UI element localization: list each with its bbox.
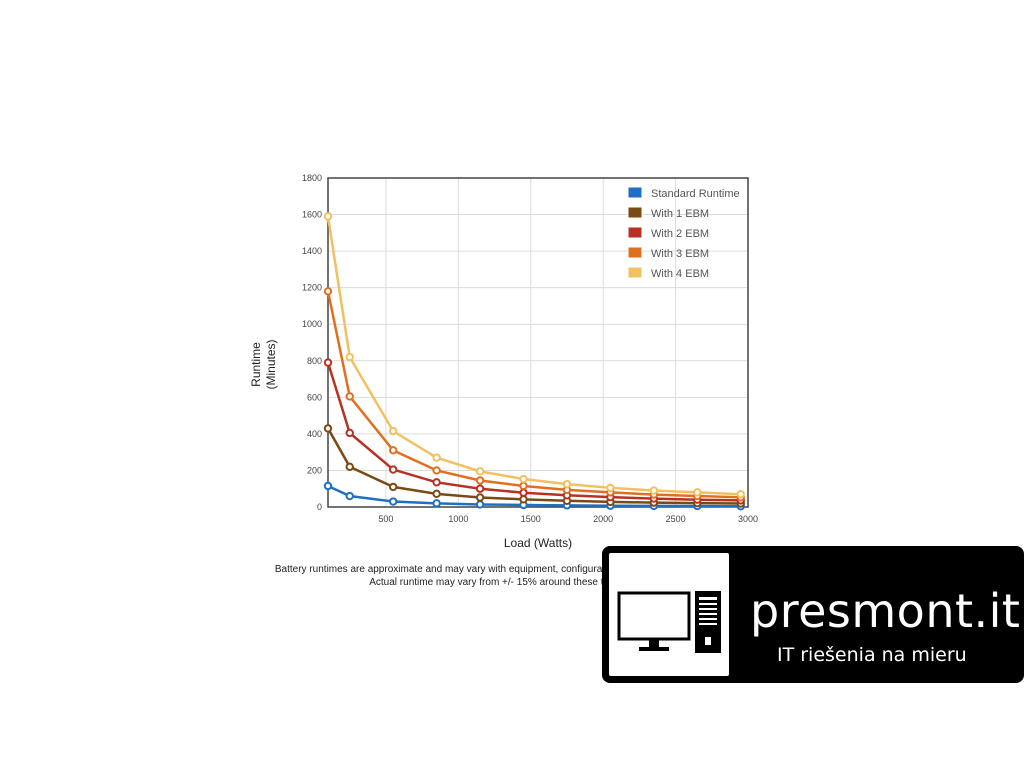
data-point <box>432 453 441 462</box>
data-point <box>475 493 485 502</box>
data-point <box>519 474 528 484</box>
legend-swatch <box>627 206 643 219</box>
data-point <box>606 483 615 493</box>
data-point <box>345 352 354 362</box>
data-point <box>562 479 572 489</box>
x-tick-label: 2500 <box>666 514 686 524</box>
data-point <box>323 212 333 221</box>
chart-series <box>323 212 745 511</box>
data-point <box>323 481 333 491</box>
data-point <box>519 488 528 497</box>
y-axis-title-line1: Runtime <box>249 342 263 387</box>
data-point <box>388 446 398 455</box>
legend-label: With 2 EBM <box>651 228 709 240</box>
y-tick-label: 1200 <box>302 283 322 293</box>
data-point <box>432 499 441 508</box>
data-point <box>345 491 354 501</box>
data-point <box>475 500 485 509</box>
y-tick-label: 200 <box>307 465 322 475</box>
axis-ticks: 0 200 400 600 800 1000 1200 1400 1600 1800 500 1000… <box>302 173 758 524</box>
legend-label: With 4 EBM <box>651 268 709 280</box>
legend-label: Standard Runtime <box>651 188 740 200</box>
legend-item: With 4 EBM <box>627 266 709 280</box>
x-tick-label: 500 <box>378 514 393 524</box>
plot-area-frame <box>327 177 749 508</box>
data-point <box>475 484 485 493</box>
legend-swatch <box>627 266 643 279</box>
logo-subtitle: IT riešenia na mieru <box>777 644 967 666</box>
y-tick-label: 600 <box>307 392 322 402</box>
legend-item: Standard Runtime <box>627 186 740 200</box>
data-point <box>736 490 745 499</box>
presmont-logo-banner: presmont.it IT riešenia na mieru <box>602 546 1024 683</box>
data-point <box>345 462 354 471</box>
y-tick-label: 800 <box>307 356 322 366</box>
data-point <box>432 478 441 487</box>
series-with-3-ebm <box>323 287 745 502</box>
data-point <box>475 476 485 485</box>
data-point <box>519 481 528 491</box>
logo-icon-panel <box>609 553 729 676</box>
x-tick-label: 1000 <box>448 514 468 524</box>
data-point <box>323 358 333 367</box>
y-tick-label: 400 <box>307 429 322 439</box>
logo-title: presmont.it <box>750 584 1021 638</box>
runtime-disclaimer-line1: Battery runtimes are approximate and may… <box>274 564 756 575</box>
data-point <box>323 287 333 296</box>
data-point <box>432 489 441 499</box>
data-point <box>388 497 398 506</box>
data-point <box>519 495 528 504</box>
data-point <box>475 467 485 476</box>
series-with-2-ebm <box>323 358 745 505</box>
data-point <box>388 465 398 474</box>
data-point <box>388 426 398 436</box>
legend-swatch <box>627 226 643 239</box>
y-tick-label: 1600 <box>302 210 322 220</box>
y-tick-label: 1000 <box>302 319 322 329</box>
y-tick-label: 1400 <box>302 246 322 256</box>
data-point <box>432 466 441 475</box>
computer-icon <box>617 591 721 653</box>
y-tick-label: 0 <box>317 502 322 512</box>
chart-legend: Standard Runtime With 1 EBM With 2 EBM With… <box>627 186 740 280</box>
x-tick-label: 2000 <box>593 514 613 524</box>
legend-swatch <box>627 246 643 259</box>
y-axis-title-line2: (Minutes) <box>264 339 278 389</box>
legend-item: With 3 EBM <box>627 246 709 260</box>
series-with-4-ebm <box>323 212 745 499</box>
x-tick-label: 3000 <box>738 514 758 524</box>
legend-swatch <box>627 186 643 199</box>
x-axis-title: Load (Watts) <box>504 536 572 550</box>
legend-label: With 1 EBM <box>651 208 709 220</box>
runtime-disclaimer-line2: Actual runtime may vary from +/- 15% aro… <box>369 577 661 588</box>
chart-gridlines <box>328 177 749 508</box>
data-point <box>693 488 702 497</box>
data-point <box>388 482 398 492</box>
x-tick-label: 1500 <box>521 514 541 524</box>
data-point <box>323 424 333 433</box>
legend-label: With 3 EBM <box>651 248 709 260</box>
legend-item: With 1 EBM <box>627 206 709 220</box>
legend-item: With 2 EBM <box>627 226 709 240</box>
data-point <box>345 428 354 438</box>
data-point <box>649 486 659 495</box>
data-point <box>345 392 354 401</box>
y-tick-label: 1800 <box>302 173 322 183</box>
